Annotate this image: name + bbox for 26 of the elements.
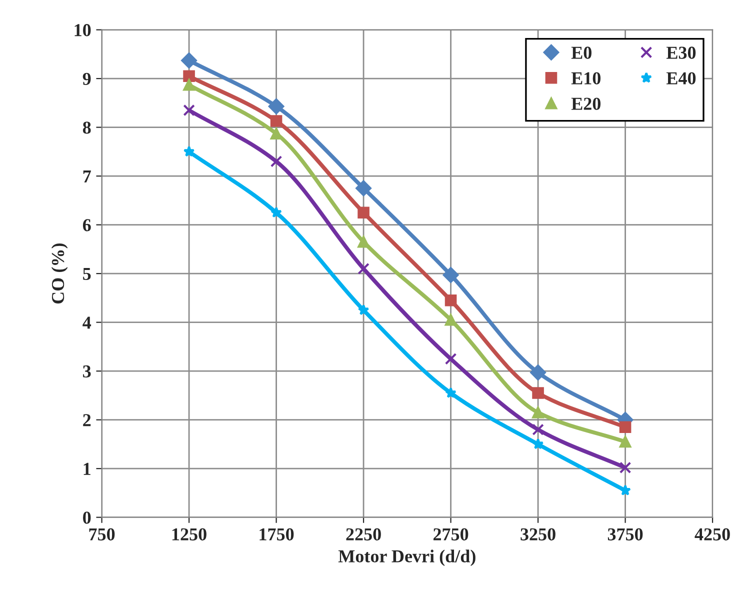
y-tick-label: 10 (74, 24, 91, 36)
y-tick-label: 1 (84, 462, 90, 475)
y-tick-label: 6 (82, 219, 91, 232)
y-tick-label: 2 (83, 414, 91, 426)
x-tick-label: 2250 (346, 528, 381, 540)
y-tick-label: 5 (83, 268, 91, 280)
x-tick-label: 2750 (433, 528, 468, 540)
x-tick-label: 4250 (694, 528, 730, 540)
x-tick-label: 1750 (260, 528, 294, 540)
legend-label: E20 (571, 98, 600, 110)
x-tick-label: 3750 (608, 528, 643, 540)
legend-label: E30 (666, 46, 696, 59)
y-tick-label: 4 (82, 316, 92, 329)
legend-label: E40 (666, 72, 696, 84)
x-tick-label: 1250 (172, 528, 206, 540)
x-tick-label: 3250 (520, 528, 556, 540)
y-tick-label: 9 (82, 72, 91, 85)
y-tick-label: 8 (82, 122, 91, 134)
x-tick-label: 750 (89, 528, 115, 540)
legend-label: E10 (571, 72, 600, 84)
legend-label: E0 (571, 46, 592, 59)
x-axis-title: Motor Devri (d/d) (338, 550, 476, 566)
y-tick-label: 0 (83, 512, 91, 524)
y-tick-label: 7 (83, 170, 91, 182)
y-tick-label: 3 (83, 365, 91, 378)
y-axis-title: CO (%) (51, 244, 68, 304)
